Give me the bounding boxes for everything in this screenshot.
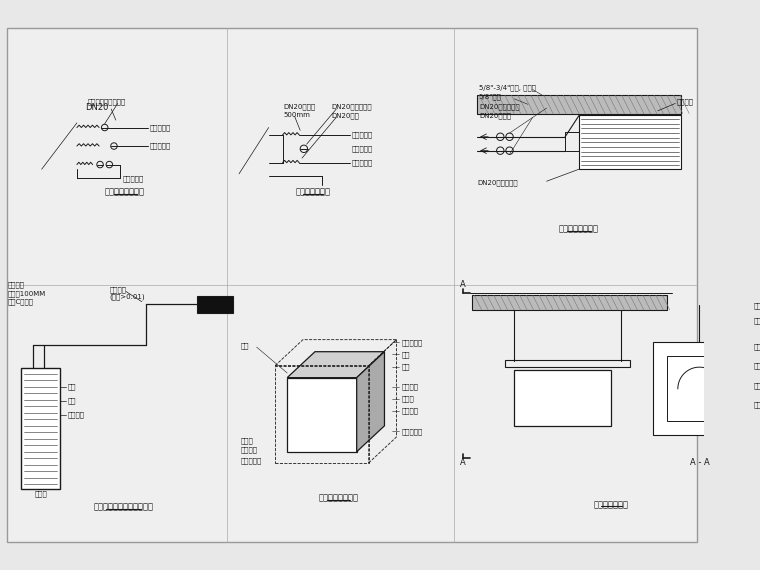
Text: 室外机: 室外机 (34, 490, 47, 496)
Text: 汽管: 汽管 (68, 384, 76, 390)
Text: 弯管C末设置: 弯管C末设置 (8, 298, 33, 305)
Text: A: A (461, 279, 466, 288)
Text: DN20蝶阀: DN20蝶阀 (331, 112, 359, 119)
Bar (579, 116, 681, 169)
Text: 冷凝排水管: 冷凝排水管 (122, 175, 144, 182)
Text: DN20冷凝排水管: DN20冷凝排水管 (477, 180, 518, 186)
Text: 比例积分电动二通阀: 比例积分电动二通阀 (88, 98, 126, 105)
Bar (21, 368, 60, 489)
Text: 找坡: 找坡 (753, 382, 760, 389)
Polygon shape (287, 352, 385, 378)
Text: DN20电动二通阀: DN20电动二通阀 (479, 103, 520, 109)
Bar (565, 132, 579, 150)
Text: 冷凝排水管: 冷凝排水管 (352, 160, 373, 166)
Text: 液管带管: 液管带管 (8, 282, 24, 288)
Polygon shape (287, 378, 356, 452)
Text: 风管: 风管 (241, 342, 249, 348)
Text: DN20铜闸阀: DN20铜闸阀 (479, 112, 511, 119)
Bar (515, 370, 612, 426)
Text: 导带及法兰: 导带及法兰 (241, 458, 262, 465)
Text: 5/8"-3/4"铜束, 铜接圈: 5/8"-3/4"铜束, 铜接圈 (479, 84, 536, 91)
Text: 500mm: 500mm (283, 112, 310, 117)
Bar (198, 296, 233, 313)
Text: DN20电磁二通阀: DN20电磁二通阀 (331, 104, 372, 111)
Text: 半径约100MM: 半径约100MM (8, 290, 46, 296)
Text: 钢带: 钢带 (401, 351, 410, 358)
Text: 膨胀螺丝: 膨胀螺丝 (676, 98, 693, 105)
Text: (坡度>0.01): (坡度>0.01) (109, 294, 145, 300)
Text: 聚氨酯保泡: 聚氨酯保泡 (401, 339, 423, 346)
Text: 吊杆: 吊杆 (753, 344, 760, 351)
Text: 冷冻供水管: 冷冻供水管 (150, 142, 171, 149)
Text: 液管: 液管 (68, 397, 76, 404)
Text: 导带及法兰: 导带及法兰 (401, 428, 423, 435)
Text: A - A: A - A (689, 458, 709, 467)
Text: 锚栓: 锚栓 (753, 302, 760, 309)
Text: 风机盘管配管图: 风机盘管配管图 (296, 188, 331, 197)
Text: 冷冻回水管: 冷冻回水管 (150, 124, 171, 131)
Text: A: A (461, 458, 466, 467)
Text: DN20: DN20 (86, 103, 109, 112)
Text: 钢板法兰: 钢板法兰 (401, 384, 418, 390)
Text: 保温风管实装详图: 保温风管实装详图 (318, 494, 358, 502)
Text: 膨胀阀接: 膨胀阀接 (68, 412, 84, 418)
Text: 管道: 管道 (753, 401, 760, 408)
Text: 管节: 管节 (401, 363, 410, 370)
Bar (473, 295, 667, 310)
Text: 保温层: 保温层 (401, 396, 414, 402)
Text: 吊装风管安装图: 吊装风管安装图 (594, 500, 629, 509)
Bar (505, 360, 630, 368)
Text: 角钢支架: 角钢支架 (753, 318, 760, 324)
Text: 吊顶式风柜接管图: 吊顶式风柜接管图 (105, 188, 145, 197)
Bar (477, 95, 681, 113)
Text: 冷冻回水管: 冷冻回水管 (352, 132, 373, 138)
Text: 保温层: 保温层 (241, 437, 254, 444)
Polygon shape (356, 352, 385, 452)
Text: 冷媒水管: 冷媒水管 (109, 286, 126, 293)
Text: 一拖一空调机组运行系统图: 一拖一空调机组运行系统图 (93, 503, 154, 512)
Text: DN20接头管: DN20接头管 (283, 104, 315, 111)
Text: 冷冻保水管: 冷冻保水管 (352, 145, 373, 152)
Bar (653, 343, 746, 435)
Text: 风管: 风管 (753, 363, 760, 369)
Text: 玻璃棉板: 玻璃棉板 (241, 447, 258, 453)
Text: 玻璃棉板: 玻璃棉板 (401, 408, 418, 414)
Bar (667, 356, 732, 421)
Text: 5/8"铜管: 5/8"铜管 (479, 93, 502, 100)
Text: 风机盘管安装详图: 风机盘管安装详图 (559, 225, 599, 234)
